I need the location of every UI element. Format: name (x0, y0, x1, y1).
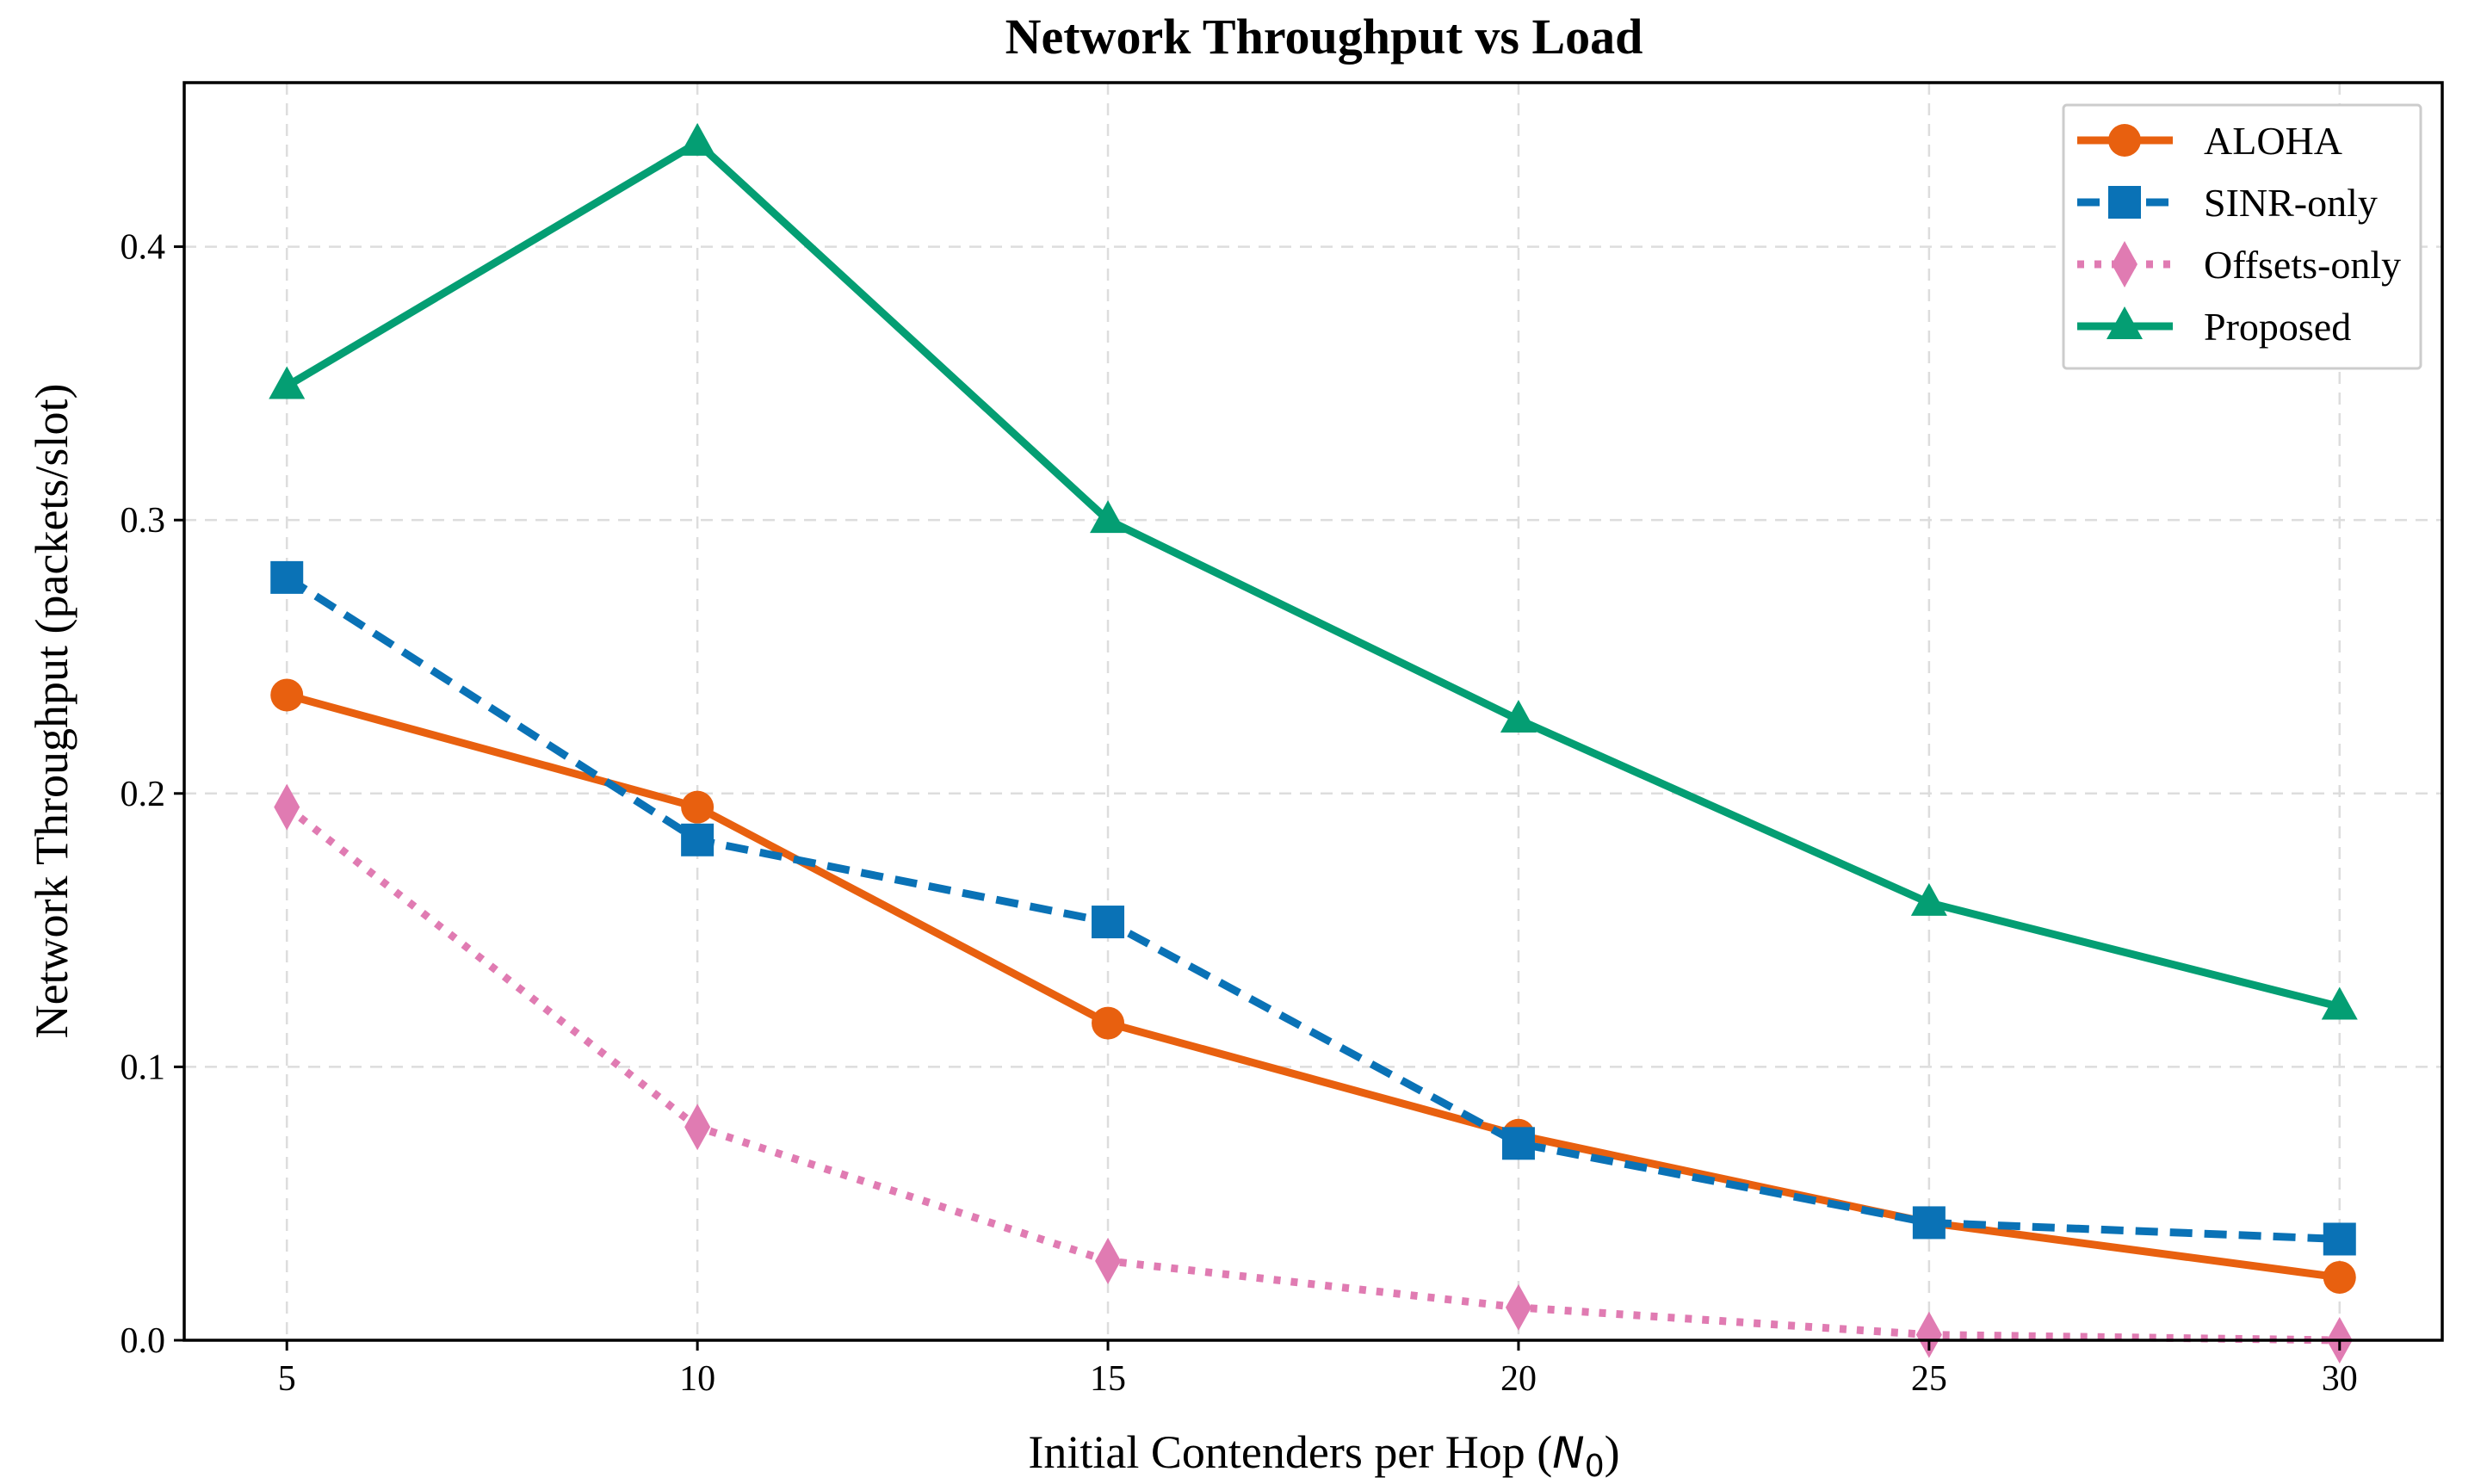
legend-label: SINR-only (2204, 181, 2378, 225)
legend-marker (2112, 241, 2137, 288)
data-point-aloha (1092, 1006, 1125, 1040)
y-tick-label: 0.3 (121, 501, 166, 541)
data-point-proposed (1500, 700, 1537, 733)
x-tick-label: 30 (2322, 1359, 2358, 1399)
tick-layer: 5 10 15 20 25 30 0.0 0.1 0.2 0.3 0.4 (121, 228, 2358, 1399)
plot-frame (183, 81, 2444, 1342)
data-point-proposed (2321, 986, 2358, 1020)
y-tick-label: 0.2 (121, 775, 166, 814)
data-point-proposed (679, 122, 716, 156)
data-point-sinr-only (1912, 1206, 1946, 1240)
data-point-sinr-only (681, 823, 715, 856)
data-point-proposed (1090, 500, 1127, 534)
legend-entry-sinr-only: SINR-only (2077, 181, 2378, 225)
data-point-offsets-only (1915, 1311, 1942, 1358)
data-point-aloha (270, 678, 304, 712)
x-axis-label-close: ) (1605, 1426, 1620, 1478)
legend: ALOHA SINR-only Offsets-only Proposed (2062, 103, 2422, 370)
legend-entry-offsets-only: Offsets-only (2077, 241, 2401, 288)
legend-marker (2108, 124, 2141, 157)
x-tick-label: 10 (679, 1359, 715, 1399)
series-proposed (269, 122, 2358, 1020)
series-line-sinr-only (284, 574, 2340, 1243)
series-layer (269, 122, 2358, 1363)
legend-entry-aloha: ALOHA (2077, 119, 2342, 163)
legend-entry-proposed: Proposed (2077, 305, 2351, 349)
legend-box (2062, 103, 2422, 370)
x-tick-label: 5 (278, 1359, 296, 1399)
y-tick-label: 0.0 (121, 1321, 166, 1361)
data-point-sinr-only (1501, 1127, 1535, 1160)
legend-marker (2108, 186, 2141, 219)
y-tick-label: 0.1 (121, 1048, 166, 1087)
y-tick-label: 0.4 (121, 228, 166, 268)
series-line-offsets-only (284, 804, 2340, 1345)
data-point-proposed (1910, 882, 1947, 916)
data-point-offsets-only (274, 783, 300, 831)
series-offsets-only (274, 783, 2353, 1363)
legend-label: ALOHA (2204, 119, 2342, 163)
x-tick-label: 20 (1500, 1359, 1537, 1399)
y-axis-label: Network Throughput (packets/slot) (26, 384, 77, 1039)
x-axis-label-math: N (1552, 1428, 1584, 1478)
data-point-aloha (2323, 1260, 2356, 1294)
x-axis-label-text: Initial Contenders per Hop ( (1028, 1426, 1552, 1478)
series-line-proposed (284, 139, 2341, 1011)
data-point-aloha (681, 790, 715, 824)
x-tick-label: 15 (1090, 1359, 1126, 1399)
data-point-offsets-only (1095, 1237, 1122, 1284)
legend-marker (2107, 306, 2143, 339)
data-point-sinr-only (1092, 906, 1125, 939)
data-point-offsets-only (684, 1104, 711, 1151)
chart-title: Network Throughput vs Load (1005, 9, 1643, 65)
x-axis-label: Initial Contenders per Hop (N0) (1028, 1426, 1619, 1484)
data-point-sinr-only (270, 560, 304, 594)
series-sinr-only (270, 560, 2356, 1256)
data-point-sinr-only (2323, 1222, 2356, 1256)
legend-label: Proposed (2204, 305, 2351, 349)
x-axis-label-subscript: 0 (1585, 1449, 1605, 1484)
data-point-proposed (269, 366, 306, 399)
data-point-offsets-only (1505, 1283, 1531, 1331)
legend-label: Offsets-only (2204, 243, 2401, 287)
series-line-aloha (286, 691, 2341, 1282)
x-tick-label: 25 (1911, 1359, 1947, 1399)
